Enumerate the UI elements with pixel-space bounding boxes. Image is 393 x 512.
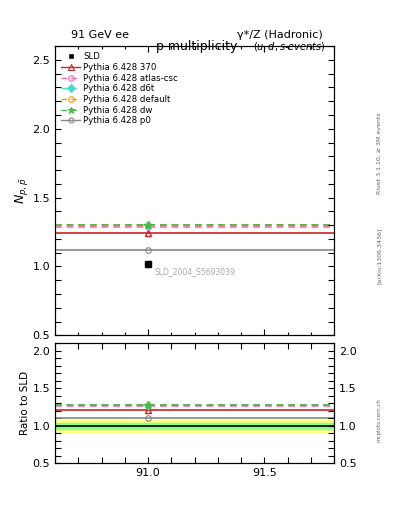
Text: p multiplicity: p multiplicity (156, 39, 237, 53)
Y-axis label: Ratio to SLD: Ratio to SLD (20, 371, 29, 435)
Bar (55, 420, 334, 432)
Legend: SLD, Pythia 6.428 370, Pythia 6.428 atlas-csc, Pythia 6.428 d6t, Pythia 6.428 de: SLD, Pythia 6.428 370, Pythia 6.428 atla… (59, 50, 180, 127)
Text: mcplots.cern.ch: mcplots.cern.ch (377, 398, 382, 442)
Text: SLD_2004_S5693039: SLD_2004_S5693039 (154, 267, 235, 276)
Bar (55, 423, 334, 429)
Text: $(u,d,s$-events$)$: $(u,d,s$-events$)$ (253, 39, 326, 53)
Y-axis label: $N_{p,\bar{p}}$: $N_{p,\bar{p}}$ (13, 178, 29, 204)
Text: 91 GeV ee: 91 GeV ee (71, 30, 129, 40)
Text: Rivet 3.1.10, ≥ 3M events: Rivet 3.1.10, ≥ 3M events (377, 113, 382, 195)
Text: [arXiv:1306.3436]: [arXiv:1306.3436] (377, 228, 382, 284)
Text: γ*/Z (Hadronic): γ*/Z (Hadronic) (237, 30, 322, 40)
